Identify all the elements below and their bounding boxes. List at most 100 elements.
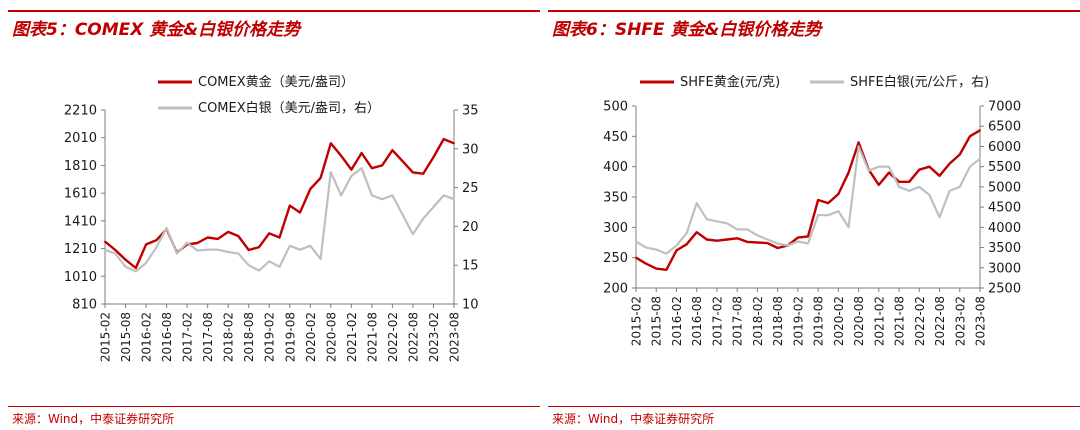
data-point bbox=[217, 238, 219, 240]
x-tick-label: 2022-08 bbox=[406, 312, 420, 362]
data-point bbox=[746, 241, 748, 243]
y-right-tick-label: 4500 bbox=[988, 201, 1021, 216]
x-tick-label: 2019-08 bbox=[283, 312, 297, 362]
data-point bbox=[166, 227, 168, 229]
data-point bbox=[736, 237, 738, 239]
data-point bbox=[197, 242, 199, 244]
x-tick-label: 2017-02 bbox=[710, 296, 724, 346]
data-point bbox=[114, 253, 116, 255]
data-point bbox=[371, 167, 373, 169]
data-point bbox=[392, 149, 394, 151]
data-point bbox=[433, 206, 435, 208]
data-point bbox=[635, 257, 637, 259]
data-point bbox=[351, 175, 353, 177]
data-point bbox=[371, 195, 373, 197]
x-tick-label: 2023-08 bbox=[974, 296, 988, 346]
y-left-tick-label: 1410 bbox=[64, 214, 97, 229]
legend-label: COMEX白银（美元/盎司，右） bbox=[198, 100, 380, 116]
data-point bbox=[696, 202, 698, 204]
data-point bbox=[433, 156, 435, 158]
y-left-tick-label: 400 bbox=[603, 160, 628, 175]
data-point bbox=[422, 173, 424, 175]
data-point bbox=[807, 243, 809, 245]
data-point bbox=[746, 229, 748, 231]
data-point bbox=[453, 198, 455, 200]
data-point bbox=[402, 214, 404, 216]
data-point bbox=[238, 235, 240, 237]
data-point bbox=[848, 226, 850, 228]
data-point bbox=[959, 186, 961, 188]
data-point bbox=[929, 194, 931, 196]
data-point bbox=[767, 242, 769, 244]
chart-title: 图表5：COMEX 黄金&白银价格走势 bbox=[12, 15, 300, 40]
data-point bbox=[340, 195, 342, 197]
y-right-tick-label: 2500 bbox=[988, 282, 1021, 297]
data-point bbox=[104, 241, 106, 243]
source-note: 来源：Wind，中泰证券研究所 bbox=[552, 410, 714, 427]
data-point bbox=[797, 241, 799, 243]
data-point bbox=[716, 240, 718, 242]
data-point bbox=[797, 237, 799, 239]
data-point bbox=[135, 267, 137, 269]
data-point bbox=[114, 249, 116, 251]
data-point bbox=[666, 253, 668, 255]
data-point bbox=[320, 258, 322, 260]
data-point bbox=[381, 165, 383, 167]
data-point bbox=[777, 243, 779, 245]
data-point bbox=[868, 170, 870, 172]
y-left-tick-label: 500 bbox=[603, 100, 628, 115]
x-tick-label: 2016-08 bbox=[160, 312, 174, 362]
data-point bbox=[635, 241, 637, 243]
data-point bbox=[361, 152, 363, 154]
data-point bbox=[939, 216, 941, 218]
x-tick-label: 2018-02 bbox=[222, 312, 236, 362]
y-right-tick-label: 3000 bbox=[988, 261, 1021, 276]
data-point bbox=[135, 271, 137, 273]
shfe-chart: 200 250 300 350 400 450 500 2500 3000 3500 4000 450… bbox=[548, 60, 1080, 405]
data-point bbox=[777, 247, 779, 249]
data-point bbox=[145, 244, 147, 246]
data-point bbox=[817, 214, 819, 216]
data-point bbox=[736, 229, 738, 231]
data-point bbox=[176, 253, 178, 255]
data-point bbox=[878, 184, 880, 186]
y-left-tick-label: 250 bbox=[603, 251, 628, 266]
y-right-tick-label: 7000 bbox=[988, 100, 1021, 115]
header-rule bbox=[8, 10, 540, 12]
data-point bbox=[888, 166, 890, 168]
panel-shfe: 图表6：SHFE 黄金&白银价格走势 200 250 300 350 400 450 500… bbox=[548, 0, 1080, 430]
data-point bbox=[706, 239, 708, 241]
legend-label: SHFE黄金(元/克) bbox=[680, 74, 780, 90]
data-point bbox=[422, 218, 424, 220]
x-tick-label: 2018-08 bbox=[242, 312, 256, 362]
data-point bbox=[279, 237, 281, 239]
x-tick-label: 2021-08 bbox=[365, 312, 379, 362]
data-point bbox=[817, 199, 819, 201]
data-point bbox=[878, 166, 880, 168]
series-line-silver bbox=[105, 168, 454, 271]
series-line-gold bbox=[105, 139, 454, 268]
data-point bbox=[706, 218, 708, 220]
data-point bbox=[807, 236, 809, 238]
y-right-tick-label: 5000 bbox=[988, 180, 1021, 195]
x-tick-label: 2015-08 bbox=[119, 312, 133, 362]
x-tick-label: 2022-08 bbox=[933, 296, 947, 346]
y-right-tick-label: 6000 bbox=[988, 140, 1021, 155]
y-left-tick-label: 810 bbox=[72, 298, 97, 313]
data-point bbox=[979, 129, 981, 131]
data-point bbox=[979, 158, 981, 160]
x-tick-label: 2022-02 bbox=[386, 312, 400, 362]
chart-title: 图表6：SHFE 黄金&白银价格走势 bbox=[552, 15, 821, 40]
data-point bbox=[726, 222, 728, 224]
data-point bbox=[757, 242, 759, 244]
data-point bbox=[320, 177, 322, 179]
data-point bbox=[125, 266, 127, 268]
data-point bbox=[299, 212, 301, 214]
data-point bbox=[918, 186, 920, 188]
data-point bbox=[918, 169, 920, 171]
data-point bbox=[186, 242, 188, 244]
x-tick-label: 2020-08 bbox=[324, 312, 338, 362]
x-tick-label: 2022-02 bbox=[913, 296, 927, 346]
data-point bbox=[827, 202, 829, 204]
data-point bbox=[217, 249, 219, 251]
